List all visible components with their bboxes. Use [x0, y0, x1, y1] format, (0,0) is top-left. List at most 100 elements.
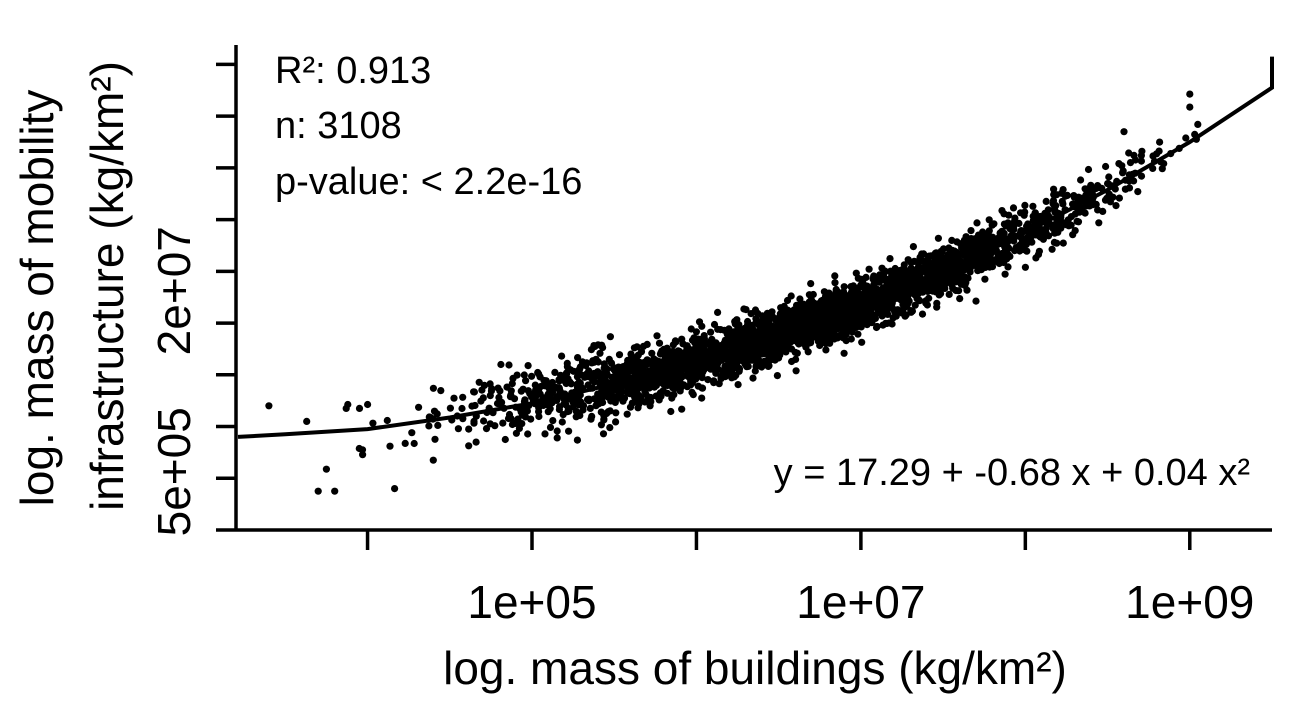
- data-point: [731, 317, 739, 326]
- data-point: [698, 384, 706, 392]
- data-point: [1137, 151, 1145, 159]
- data-point: [793, 349, 801, 357]
- data-point: [652, 392, 660, 400]
- data-point: [948, 246, 956, 254]
- data-point: [1010, 225, 1018, 234]
- data-point: [1033, 229, 1041, 237]
- data-point: [415, 403, 423, 411]
- data-point: [886, 255, 894, 263]
- data-point: [865, 265, 873, 273]
- data-point: [583, 359, 591, 367]
- data-point: [751, 367, 759, 375]
- data-point: [1026, 235, 1034, 243]
- data-point: [1053, 239, 1061, 247]
- data-point: [1070, 192, 1078, 200]
- data-point: [501, 435, 509, 444]
- data-point: [1039, 235, 1047, 243]
- data-point: [977, 255, 985, 263]
- data-point: [962, 238, 970, 246]
- data-point: [1012, 244, 1020, 252]
- data-point: [663, 346, 671, 354]
- data-point: [718, 356, 726, 364]
- data-point: [470, 417, 478, 425]
- data-point: [787, 292, 795, 300]
- data-point: [599, 430, 608, 438]
- data-point: [858, 275, 866, 283]
- data-point: [634, 351, 642, 359]
- data-point: [704, 376, 712, 384]
- data-point: [465, 425, 473, 433]
- data-point: [831, 272, 839, 280]
- data-point: [1158, 165, 1166, 173]
- data-point: [480, 417, 488, 425]
- data-point: [648, 349, 656, 357]
- data-point: [1156, 138, 1164, 146]
- data-point: [1042, 224, 1050, 232]
- x-tick-label: 1e+09: [1125, 576, 1254, 628]
- data-point: [577, 371, 585, 379]
- data-point: [831, 334, 839, 342]
- data-point: [925, 285, 933, 293]
- data-point: [840, 349, 848, 357]
- data-point: [470, 388, 478, 396]
- data-point: [1112, 202, 1120, 210]
- data-point: [848, 295, 856, 303]
- data-point: [588, 412, 596, 420]
- data-point: [391, 485, 399, 493]
- data-point: [630, 344, 639, 352]
- data-point: [527, 415, 535, 423]
- data-point: [898, 294, 907, 302]
- data-point: [322, 465, 330, 473]
- data-point: [907, 307, 915, 315]
- data-point: [714, 308, 722, 316]
- data-point: [816, 299, 824, 307]
- data-point: [577, 398, 585, 406]
- data-point: [606, 424, 614, 432]
- data-point: [1004, 263, 1012, 271]
- data-point: [838, 333, 847, 341]
- data-point: [564, 408, 572, 416]
- data-point: [807, 296, 815, 304]
- data-point: [1109, 193, 1117, 201]
- data-point: [480, 381, 488, 389]
- y-axis-title-line-2: infrastructure (kg/km²): [81, 61, 133, 511]
- data-point: [999, 258, 1008, 267]
- data-point: [486, 380, 494, 388]
- data-point: [691, 364, 699, 372]
- data-point: [468, 402, 476, 410]
- data-point: [831, 279, 839, 287]
- data-point: [546, 423, 555, 431]
- data-point: [981, 260, 989, 268]
- data-point: [916, 297, 924, 305]
- data-point: [567, 380, 575, 388]
- data-point: [876, 271, 884, 279]
- data-point: [1029, 202, 1037, 210]
- data-point: [714, 325, 722, 333]
- data-point: [626, 403, 635, 411]
- data-point: [826, 321, 834, 330]
- data-point: [734, 324, 742, 332]
- data-point: [773, 350, 781, 358]
- data-point: [1052, 202, 1060, 210]
- data-point: [314, 487, 322, 495]
- data-point: [817, 329, 825, 338]
- data-point: [954, 271, 962, 279]
- data-point: [1009, 204, 1018, 212]
- data-point: [784, 322, 792, 330]
- data-point: [923, 258, 932, 266]
- data-point: [714, 345, 722, 353]
- data-point: [956, 295, 964, 303]
- data-point: [1115, 194, 1123, 202]
- data-point: [979, 228, 987, 236]
- data-point: [1194, 120, 1202, 128]
- data-point: [572, 413, 580, 421]
- data-point: [740, 305, 748, 313]
- data-point: [472, 438, 480, 446]
- data-point: [505, 361, 513, 369]
- data-point: [792, 367, 800, 375]
- data-point: [972, 297, 980, 305]
- data-point: [1077, 176, 1085, 184]
- data-point: [574, 354, 582, 362]
- data-point: [788, 345, 796, 353]
- y-tick-label: 5e+05: [148, 407, 200, 536]
